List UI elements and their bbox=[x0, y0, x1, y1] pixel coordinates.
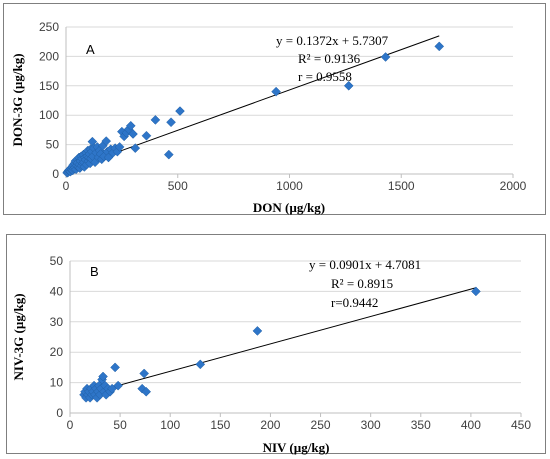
data-point bbox=[150, 115, 161, 125]
y-tick-label: 30 bbox=[50, 315, 64, 329]
x-tick-label: 50 bbox=[113, 418, 127, 432]
data-point bbox=[195, 359, 206, 370]
x-tick-label: 0 bbox=[67, 418, 74, 432]
x-tick-label: 200 bbox=[260, 418, 280, 432]
regression-annotation: r=0.9442 bbox=[331, 295, 378, 310]
data-point bbox=[141, 130, 152, 141]
data-point bbox=[163, 149, 174, 160]
data-point bbox=[101, 136, 112, 146]
data-point bbox=[98, 371, 108, 382]
x-axis-title: DON (µg/kg) bbox=[253, 200, 325, 215]
data-point bbox=[141, 386, 152, 397]
data-point bbox=[139, 368, 150, 379]
data-point bbox=[175, 106, 185, 116]
y-axis-title: DON-3G (µg/kg) bbox=[10, 53, 25, 146]
y-tick-label: 20 bbox=[50, 345, 64, 359]
y-tick-label: 40 bbox=[50, 284, 64, 298]
data-point bbox=[252, 326, 263, 336]
y-tick-label: 0 bbox=[56, 406, 63, 420]
data-point bbox=[110, 362, 120, 373]
y-tick-label: 250 bbox=[39, 20, 59, 34]
y-axis-title: NIV-3G (µg/kg) bbox=[11, 293, 26, 380]
panel-label: B bbox=[90, 264, 99, 279]
y-tick-label: 50 bbox=[50, 254, 64, 268]
scatter-chart-b: 0 10 20 30 40 50 0 50 100 150 200 250 300 350 400 450 y … bbox=[11, 254, 531, 455]
x-tick-label: 450 bbox=[511, 418, 531, 432]
data-point bbox=[434, 41, 445, 52]
data-point bbox=[113, 380, 123, 391]
data-point bbox=[380, 52, 391, 62]
x-tick-label: 2000 bbox=[500, 179, 527, 193]
x-tick-label: 100 bbox=[160, 418, 180, 432]
y-tick-label: 10 bbox=[50, 376, 64, 390]
regression-annotation: R² = 0.9136 bbox=[298, 51, 361, 66]
y-tick-label: 150 bbox=[39, 79, 59, 93]
y-tick-label: 50 bbox=[46, 138, 60, 152]
x-tick-label: 150 bbox=[210, 418, 230, 432]
trendline bbox=[81, 287, 477, 396]
trendline bbox=[65, 35, 440, 172]
x-tick-label: 1000 bbox=[276, 179, 303, 193]
data-point bbox=[271, 86, 281, 97]
x-axis-title: NIV (µg/kg) bbox=[263, 440, 330, 455]
regression-annotation: R² = 0.8915 bbox=[331, 276, 393, 291]
data-point bbox=[114, 142, 125, 152]
regression-annotation: y = 0.1372x + 5.7307 bbox=[276, 33, 389, 48]
data-point bbox=[343, 80, 354, 91]
panel-label: A bbox=[86, 42, 95, 57]
x-tick-label: 250 bbox=[311, 418, 331, 432]
y-tick-label: 100 bbox=[39, 108, 59, 122]
x-tick-label: 0 bbox=[63, 179, 70, 193]
regression-annotation: r = 0.9558 bbox=[298, 69, 352, 84]
chart-panel-b: 0 10 20 30 40 50 0 50 100 150 200 250 300 350 400 450 y … bbox=[6, 234, 546, 455]
data-point bbox=[125, 120, 136, 131]
data-point bbox=[128, 129, 138, 139]
x-tick-label: 400 bbox=[461, 418, 481, 432]
y-tick-label: 200 bbox=[39, 49, 59, 63]
y-tick-label: 0 bbox=[52, 167, 59, 181]
data-point bbox=[166, 117, 176, 128]
x-tick-label: 1500 bbox=[388, 179, 415, 193]
regression-annotation: y = 0.0901x + 4.7081 bbox=[309, 257, 421, 272]
data-point bbox=[130, 143, 141, 153]
x-tick-label: 300 bbox=[361, 418, 381, 432]
x-tick-label: 500 bbox=[168, 179, 188, 193]
chart-panel-a: 0 50 100 150 200 250 0 500 1000 1500 2000 y = 0.137… bbox=[3, 3, 546, 215]
data-point bbox=[471, 286, 481, 297]
scatter-chart-a: 0 50 100 150 200 250 0 500 1000 1500 2000 y = 0.137… bbox=[10, 20, 527, 215]
x-tick-label: 350 bbox=[411, 418, 431, 432]
